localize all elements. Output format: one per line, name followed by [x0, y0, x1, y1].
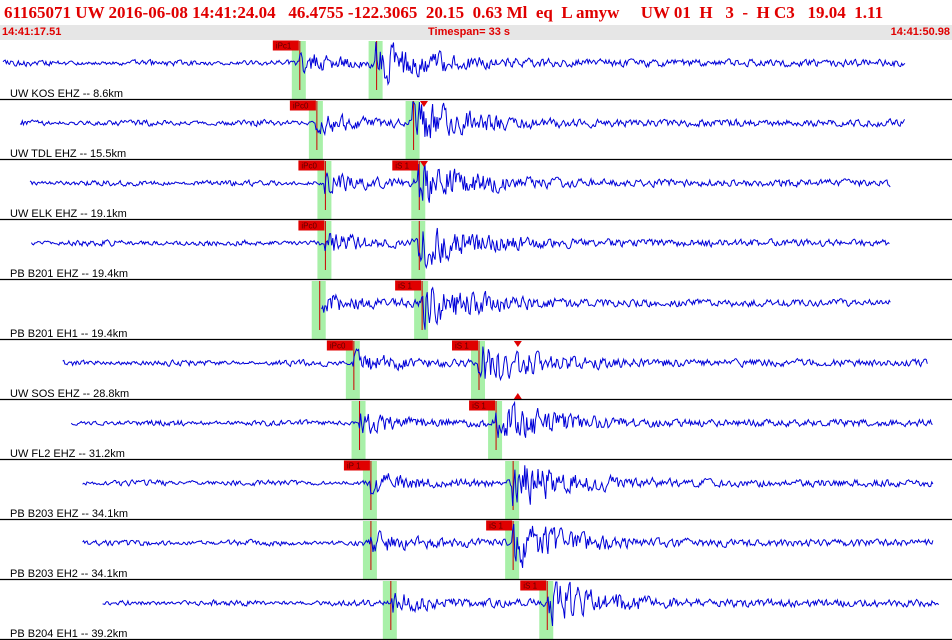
s-pick-label: iS 1 [398, 282, 412, 291]
p-pick-window [362, 461, 377, 520]
p-pick-label: iP 1 [347, 462, 361, 471]
p-pick-flag[interactable] [298, 160, 325, 171]
arrival-marker-icon[interactable] [513, 341, 522, 347]
trace-row[interactable]: iS 1 PB B203 EH2 -- 34.1km [0, 520, 952, 581]
waveform [321, 286, 891, 330]
waveform [30, 227, 890, 270]
s-pick-label: iS 1 [455, 342, 469, 351]
s-pick-flag[interactable] [520, 580, 547, 591]
p-pick-flag[interactable] [326, 340, 353, 351]
p-pick-label: iPc1 [276, 42, 292, 51]
trace-label: PB B201 EH1 -- 19.4km [10, 328, 127, 340]
s-pick-label: iS 1 [523, 582, 537, 591]
p-pick-window [311, 281, 326, 340]
start-time: 14:41:17.51 [2, 26, 62, 38]
waveform [82, 465, 934, 507]
trace-label: UW ELK EHZ -- 19.1km [10, 208, 127, 220]
p-pick-window [291, 41, 306, 100]
s-pick-label: iS 1 [395, 162, 409, 171]
trace-row[interactable]: iS 1 PB B204 EH1 -- 39.2km [0, 580, 952, 640]
waveform [29, 161, 891, 203]
p-pick-window [362, 521, 377, 580]
s-pick-flag[interactable] [392, 160, 419, 171]
timespan-label: Timespan= 33 s [428, 26, 511, 38]
s-pick-window [368, 41, 383, 100]
arrival-marker-icon[interactable] [419, 101, 428, 107]
p-pick-flag[interactable] [289, 100, 316, 111]
p-pick-flag[interactable] [272, 40, 299, 51]
trace-label: PB B203 EH2 -- 34.1km [10, 568, 127, 580]
arrival-marker-icon[interactable] [419, 161, 428, 167]
s-pick-window [411, 161, 426, 220]
waveform [82, 523, 934, 568]
time-bar: 14:41:17.51 Timespan= 33 s 14:41:50.98 [0, 25, 952, 40]
trace-row[interactable]: iS 1 PB B201 EH1 -- 19.4km [0, 280, 952, 341]
s-pick-flag[interactable] [395, 280, 422, 291]
trace-label: PB B203 EHZ -- 34.1km [10, 508, 128, 520]
waveform [62, 346, 928, 382]
trace-label: UW SOS EHZ -- 28.8km [10, 388, 129, 400]
waveform [102, 581, 939, 627]
p-pick-window [308, 101, 323, 160]
s-pick-label: iS 1 [489, 522, 503, 531]
p-pick-window [382, 581, 397, 640]
waveform [70, 400, 933, 438]
trace-row[interactable]: iPc0 PB B201 EHZ -- 19.4km [0, 220, 952, 281]
p-pick-window [317, 221, 332, 280]
trace-row[interactable]: iPc0 UW TDL EHZ -- 15.5km [0, 100, 952, 161]
s-pick-flag[interactable] [452, 340, 479, 351]
trace-row[interactable]: iPc1 UW KOS EHZ -- 8.6km [0, 40, 952, 101]
trace-row[interactable]: iP 1 PB B203 EHZ -- 34.1km [0, 460, 952, 521]
trace-label: PB B204 EH1 -- 39.2km [10, 628, 127, 640]
p-pick-window [345, 341, 360, 400]
seismogram-panel[interactable]: iPc1 UW KOS EHZ -- 8.6km iPc0 UW TDL EHZ --… [0, 40, 952, 640]
arrival-marker-icon[interactable] [513, 393, 522, 399]
trace-label: UW FL2 EHZ -- 31.2km [10, 448, 125, 460]
p-pick-flag[interactable] [298, 220, 325, 231]
s-pick-window [488, 401, 503, 460]
trace-row[interactable]: iPc0 iS 1 UW SOS EHZ -- 28.8km [0, 340, 952, 401]
trace-label: UW KOS EHZ -- 8.6km [10, 88, 123, 100]
p-pick-label: iPc0 [293, 102, 309, 111]
p-pick-label: iPc0 [301, 222, 317, 231]
waveform [2, 41, 906, 86]
p-pick-flag[interactable] [343, 460, 370, 471]
waveform [19, 101, 905, 139]
s-pick-window [539, 581, 554, 640]
p-pick-label: iPc0 [301, 162, 317, 171]
s-pick-flag[interactable] [469, 400, 496, 411]
s-pick-window [405, 101, 420, 160]
trace-row[interactable]: iPc0 iS 1 UW ELK EHZ -- 19.1km [0, 160, 952, 221]
event-title: 61165071 UW 2016-06-08 14:41:24.04 46.47… [4, 3, 884, 22]
trace-label: PB B201 EHZ -- 19.4km [10, 268, 128, 280]
s-pick-window [505, 521, 520, 580]
trace-row[interactable]: iS 1 UW FL2 EHZ -- 31.2km [0, 400, 952, 461]
p-pick-label: iPc0 [330, 342, 346, 351]
p-pick-window [351, 401, 366, 460]
s-pick-label: iS 1 [472, 402, 486, 411]
end-time: 14:41:50.98 [890, 26, 950, 38]
s-pick-flag[interactable] [486, 520, 513, 531]
trace-label: UW TDL EHZ -- 15.5km [10, 148, 126, 160]
